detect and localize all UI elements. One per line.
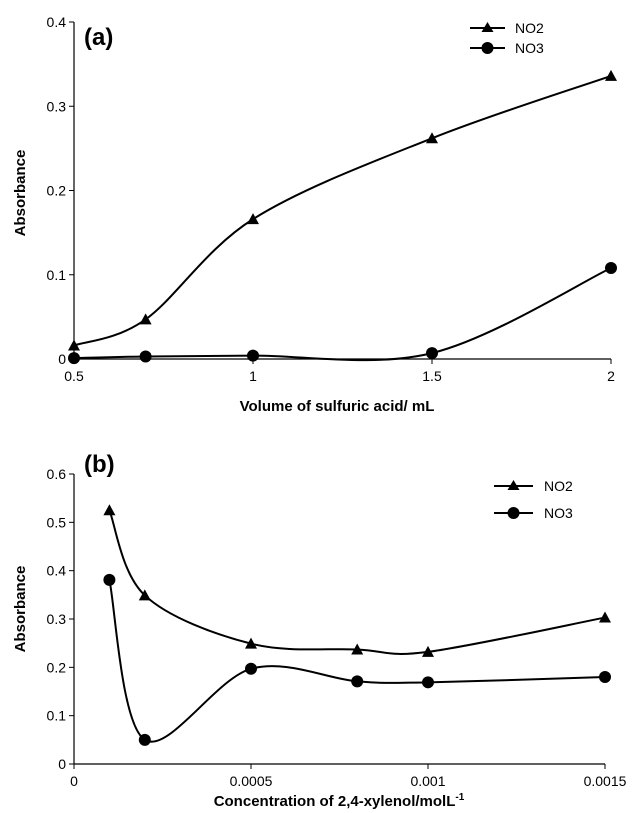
circle-marker-icon <box>507 507 520 519</box>
legend: NO2 NO3 <box>494 478 573 521</box>
y-tick-label: 0.1 <box>47 708 67 724</box>
data-point-no2 <box>599 611 611 623</box>
x-axis-title-main: Concentration of 2,4-xylenol/molL <box>214 793 456 810</box>
x-axis-title-superscript: -1 <box>455 792 464 803</box>
x-tick-label: 0.0015 <box>584 773 627 789</box>
data-point-no3 <box>103 573 116 586</box>
series-line-no3 <box>73 267 612 362</box>
legend-label-no3: NO3 <box>515 40 544 56</box>
circle-marker-icon <box>481 42 494 54</box>
legend-label-no2: NO2 <box>544 478 573 494</box>
data-point-no3 <box>422 676 434 689</box>
data-point-no2 <box>245 637 257 649</box>
data-point-no3 <box>426 347 438 360</box>
chart-panel-a: (a) Volume of sulfuric acid/ mL Absorban… <box>12 14 617 415</box>
y-tick-label: 0 <box>58 756 66 772</box>
legend-item-no3: NO3 <box>470 40 544 56</box>
x-tick-label: 1 <box>249 368 257 384</box>
data-point-no3 <box>247 349 259 362</box>
y-tick-label: 0.3 <box>47 611 67 627</box>
y-tick-label: 0.2 <box>47 659 67 675</box>
data-point-no2 <box>68 339 80 351</box>
data-point-no3 <box>245 662 257 675</box>
y-tick-label: 0.4 <box>47 563 67 579</box>
data-point-no2 <box>247 213 259 225</box>
chart-panel-b: (b) Concentration of 2,4-xylenol/molL-1 … <box>12 451 627 810</box>
data-point-no2 <box>103 504 116 516</box>
series-line-no2 <box>108 509 606 655</box>
data-point-no3 <box>605 262 617 275</box>
x-tick-label: 0 <box>70 773 78 789</box>
legend-label-no2: NO2 <box>515 20 544 36</box>
legend-item-no3: NO3 <box>494 505 573 521</box>
data-point-no3 <box>351 675 364 688</box>
data-point-no2 <box>139 313 152 325</box>
data-point-no2 <box>422 645 434 657</box>
data-point-no2 <box>351 643 364 655</box>
data-point-no3 <box>68 352 80 365</box>
y-tick-label: 0.5 <box>47 514 67 530</box>
x-tick-label: 0.001 <box>410 773 445 789</box>
y-tick-label: 0 <box>58 351 66 367</box>
y-tick-label: 0.3 <box>47 98 67 114</box>
data-point-no3 <box>599 671 611 683</box>
y-tick-label: 0.4 <box>47 14 67 30</box>
y-tick-label: 0.6 <box>47 466 67 482</box>
data-point-no2 <box>605 69 617 81</box>
panel-label: (b) <box>84 451 115 478</box>
x-tick-label: 2 <box>607 368 615 384</box>
series-line-no3 <box>108 579 606 743</box>
x-tick-label: 1.5 <box>422 368 442 384</box>
y-axis-title: Absorbance <box>12 150 29 237</box>
data-point-no2 <box>138 589 151 601</box>
x-axis-title: Volume of sulfuric acid/ mL <box>240 398 435 415</box>
x-axis-title: Concentration of 2,4-xylenol/molL-1 <box>214 792 465 810</box>
x-tick-label: 0.0005 <box>230 773 273 789</box>
legend-item-no2: NO2 <box>470 20 544 36</box>
triangle-marker-icon <box>481 22 494 32</box>
y-tick-label: 0.1 <box>47 267 67 283</box>
data-point-no3 <box>138 733 151 746</box>
data-point-no2 <box>426 132 438 144</box>
legend-item-no2: NO2 <box>494 478 573 494</box>
y-tick-label: 0.2 <box>47 183 67 199</box>
legend: NO2 NO3 <box>470 20 544 56</box>
x-tick-label: 0.5 <box>64 368 84 384</box>
y-axis-title: Absorbance <box>12 566 29 653</box>
data-point-no3 <box>139 350 152 363</box>
triangle-marker-icon <box>507 480 520 490</box>
panel-label: (a) <box>84 24 113 51</box>
legend-label-no3: NO3 <box>544 505 573 521</box>
series-line-no2 <box>73 74 612 347</box>
